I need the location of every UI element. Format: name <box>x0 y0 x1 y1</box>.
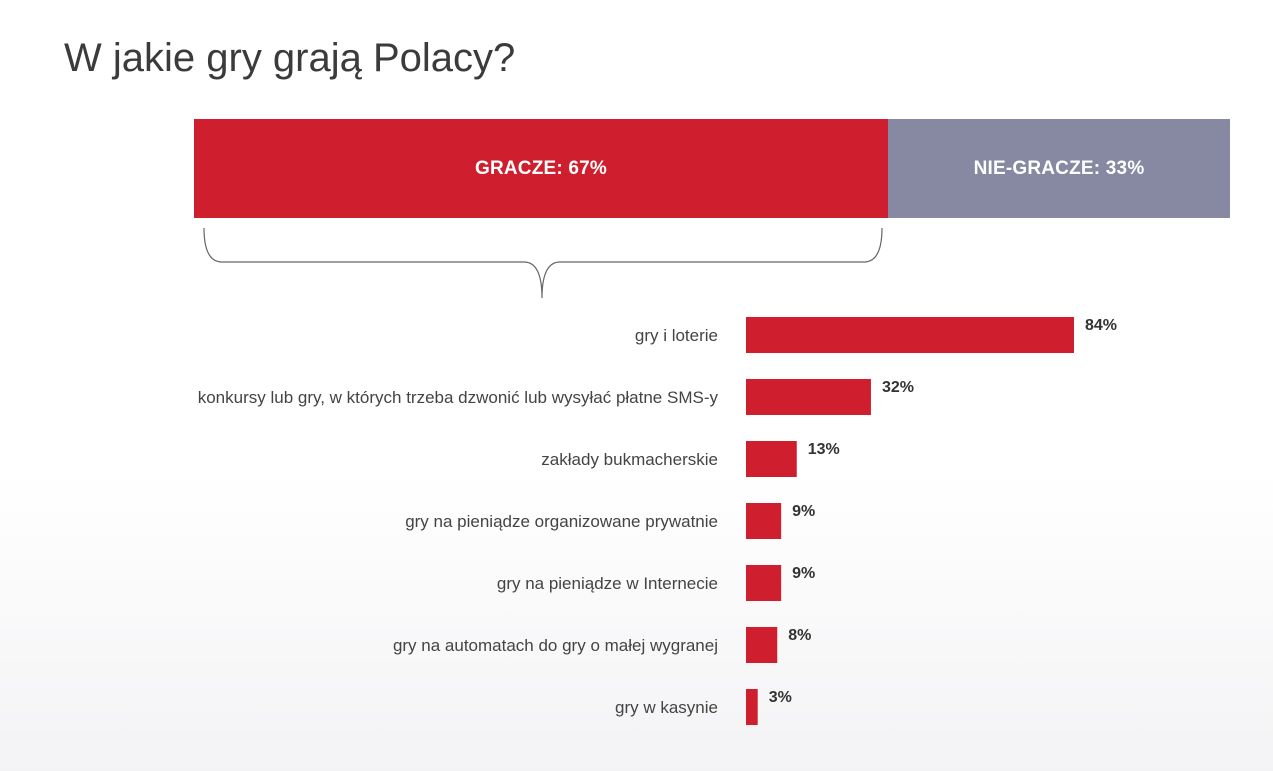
bar <box>746 441 797 477</box>
bar <box>746 317 1074 353</box>
bar <box>746 689 758 725</box>
category-label: konkursy lub gry, w których trzeba dzwon… <box>198 388 719 407</box>
value-label: 8% <box>788 627 811 644</box>
category-label: gry na automatach do gry o małej wygrane… <box>393 636 718 655</box>
chart-title: W jakie gry grają Polacy? <box>64 36 516 80</box>
value-label: 3% <box>769 689 792 706</box>
value-label: 9% <box>792 503 815 520</box>
bar <box>746 565 782 601</box>
category-label: gry na pieniądze organizowane prywatnie <box>405 512 718 531</box>
value-label: 84% <box>1085 317 1117 334</box>
bar <box>746 379 871 415</box>
gracze-label: GRACZE: 67% <box>474 157 608 179</box>
category-label: gry na pieniądze w Internecie <box>497 574 718 593</box>
value-label: 9% <box>792 565 815 582</box>
category-label: zakłady bukmacherskie <box>541 450 718 469</box>
brace-path <box>203 227 883 299</box>
category-label: gry i loterie <box>635 326 718 345</box>
bar <box>746 503 782 539</box>
bar <box>746 627 778 663</box>
niegracze-segment: NIE-GRACZE: 33% <box>888 119 1230 218</box>
value-label: 32% <box>882 379 914 396</box>
gracze-segment: GRACZE: 67% <box>194 119 888 218</box>
category-label: gry w kasynie <box>615 698 718 717</box>
niegracze-label: NIE-GRACZE: 33% <box>973 157 1145 179</box>
value-label: 13% <box>808 441 840 458</box>
